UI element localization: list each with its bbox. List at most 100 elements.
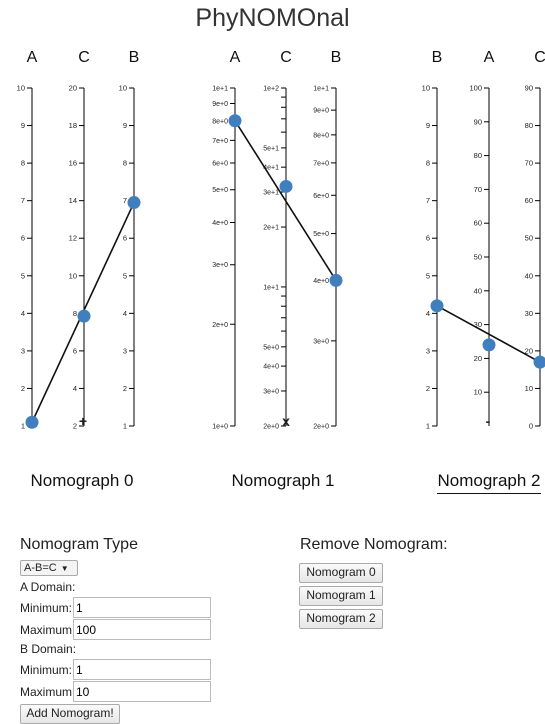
tick-label: 3e+0 [263, 388, 279, 395]
a-domain-label: A Domain: [20, 580, 75, 594]
b-maximum-input[interactable] [73, 681, 211, 702]
tick-label: 60 [474, 219, 482, 228]
tick-label: 40 [525, 271, 533, 280]
tick-label: 8e+0 [212, 118, 228, 125]
tick-label: 90 [525, 84, 533, 93]
tick-label: 5e+0 [263, 344, 279, 351]
axis-header: C [280, 49, 292, 66]
tick-label: 16 [69, 159, 77, 168]
tick-label: 7e+0 [313, 160, 329, 167]
tick-label: 1e+0 [212, 424, 228, 431]
tick-label: 9e+0 [212, 101, 228, 108]
nomogram-2-point-0[interactable] [431, 299, 444, 312]
tick-label: 1 [21, 422, 25, 431]
tick-label: 8 [73, 309, 77, 318]
axis-header: C [534, 49, 545, 66]
nomogram-1-axis-0: A1e+02e+03e+04e+05e+06e+07e+08e+09e+01e+… [212, 49, 240, 431]
tick-label: 2 [426, 384, 430, 393]
tick-label: 3e+0 [313, 338, 329, 345]
tick-label: 1 [123, 422, 127, 431]
remove-nomogram-1-button[interactable]: Nomogram 1 [299, 586, 383, 606]
nomogram-2-caption-text[interactable]: Nomograph 2 [437, 471, 540, 494]
axis-header: B [129, 49, 140, 66]
tick-label: 3 [21, 346, 25, 355]
tick-label: 12 [69, 234, 77, 243]
tick-label: 1e+1 [212, 86, 228, 93]
tick-label: 4e+0 [212, 220, 228, 227]
nomogram-0-point-0[interactable] [26, 416, 39, 429]
nomogram-1-point-0[interactable] [229, 114, 242, 127]
tick-label: 10 [422, 84, 430, 93]
nomogram-1-point-2[interactable] [330, 274, 343, 287]
tick-label: 5 [123, 271, 127, 280]
tick-label: 8 [123, 159, 127, 168]
chevron-down-icon: ▼ [61, 564, 69, 573]
nomogram-2-operator: - [478, 413, 498, 429]
tick-label: 14 [69, 196, 77, 205]
b-minimum-input[interactable] [73, 659, 211, 680]
tick-label: 9 [123, 121, 127, 130]
tick-label: 4 [73, 384, 77, 393]
axis-header: B [331, 49, 342, 66]
tick-label: 30 [525, 309, 533, 318]
tick-label: 40 [474, 286, 482, 295]
tick-label: 8 [426, 159, 430, 168]
tick-label: 5e+0 [313, 231, 329, 238]
nomogram-0-caption[interactable]: Nomograph 0 [12, 471, 152, 491]
tick-label: 6 [123, 234, 127, 243]
nomogram-2-point-2[interactable] [534, 356, 545, 369]
tick-label: 10 [17, 84, 25, 93]
tick-label: 2e+0 [313, 424, 329, 431]
b-domain-label: B Domain: [20, 642, 76, 656]
tick-label: 70 [474, 185, 482, 194]
nomogram-0-point-2[interactable] [128, 196, 141, 209]
tick-label: 4 [426, 309, 430, 318]
a-minimum-label: Minimum: [20, 601, 72, 615]
b-maximum-label: Maximum: [20, 685, 75, 699]
a-maximum-input[interactable] [73, 619, 211, 640]
a-minimum-input[interactable] [73, 597, 211, 618]
tick-label: 60 [525, 196, 533, 205]
tick-label: 2 [21, 384, 25, 393]
tick-label: 4e+0 [313, 278, 329, 285]
tick-label: 7 [123, 196, 127, 205]
tick-label: 1e+1 [313, 86, 329, 93]
tick-label: 8 [21, 159, 25, 168]
tick-label: 6e+0 [212, 160, 228, 167]
nomogram-type-heading: Nomogram Type [20, 536, 138, 554]
tick-label: 80 [525, 121, 533, 130]
tick-label: 3 [123, 346, 127, 355]
nomograms-canvas: A12345678910C2468101214161820B1234567891… [0, 0, 545, 460]
tick-label: 10 [69, 271, 77, 280]
nomogram-1-point-1[interactable] [280, 180, 293, 193]
tick-label: 10 [525, 384, 533, 393]
axis-header: A [484, 49, 495, 66]
axis-header: B [432, 49, 443, 66]
nomogram-type-select[interactable]: A-B=C ▼ [20, 560, 78, 576]
tick-label: 7 [21, 196, 25, 205]
tick-label: 9 [426, 121, 430, 130]
tick-label: 70 [525, 159, 533, 168]
b-minimum-row: Minimum: [20, 659, 220, 680]
tick-label: 7e+0 [212, 138, 228, 145]
nomogram-0-operator: + [73, 413, 93, 429]
nomogram-0-point-1[interactable] [78, 310, 91, 323]
tick-label: 6 [21, 234, 25, 243]
tick-label: 1e+2 [263, 86, 279, 93]
axis-header: C [78, 49, 90, 66]
tick-label: 1e+1 [263, 284, 279, 291]
tick-label: 20 [474, 354, 482, 363]
nomogram-1-caption[interactable]: Nomograph 1 [213, 471, 353, 491]
add-nomogram-button[interactable]: Add Nomogram! [20, 704, 120, 724]
nomogram-2-point-1[interactable] [483, 338, 496, 351]
nomogram-2-caption[interactable]: Nomograph 2 [419, 471, 545, 491]
remove-nomogram-2-button[interactable]: Nomogram 2 [299, 609, 383, 629]
remove-nomogram-0-button[interactable]: Nomogram 0 [299, 563, 383, 583]
nomogram-type-value: A-B=C [24, 562, 57, 574]
tick-label: 18 [69, 121, 77, 130]
tick-label: 80 [474, 151, 482, 160]
